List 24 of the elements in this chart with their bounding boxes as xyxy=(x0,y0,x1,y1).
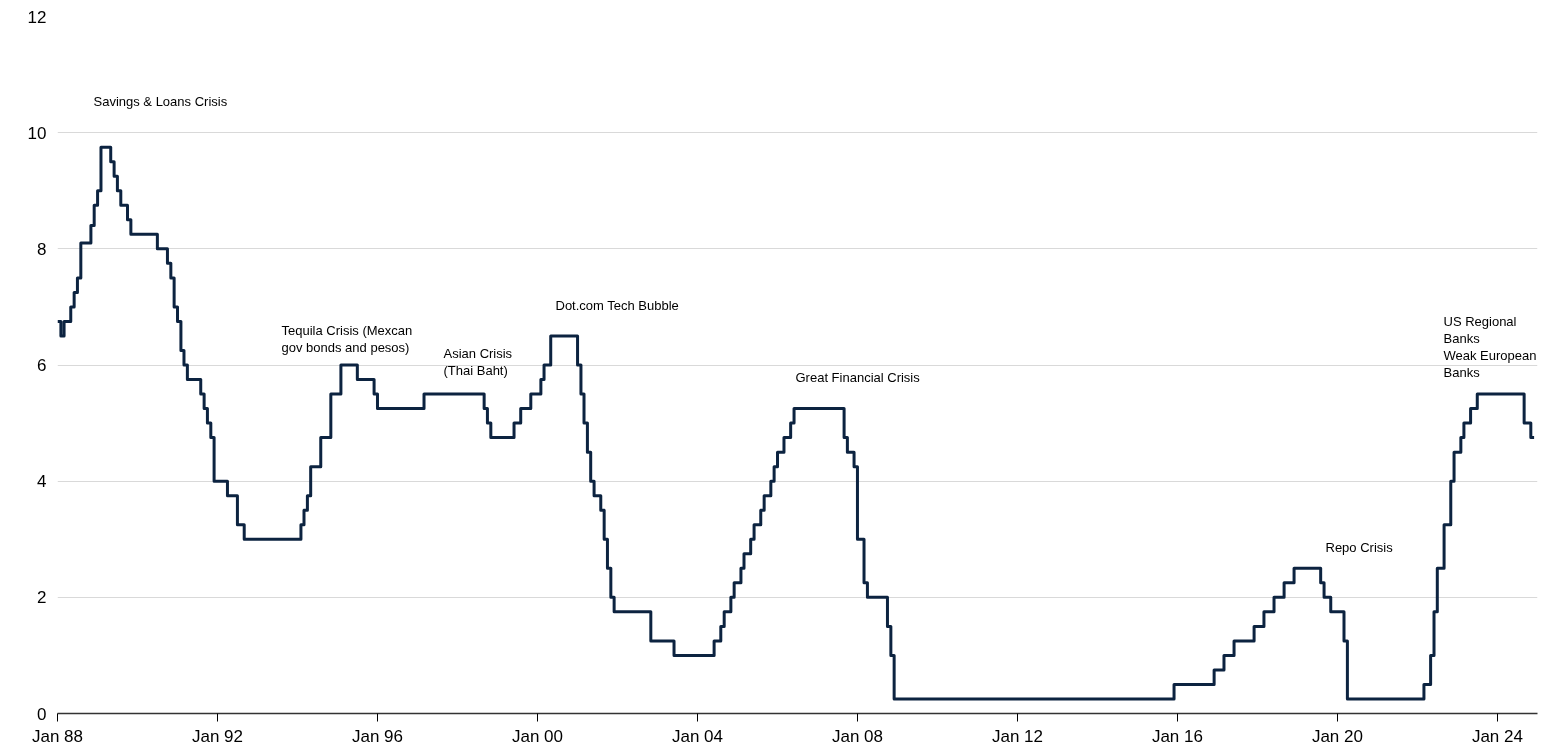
annotation: Savings & Loans Crisis xyxy=(93,93,228,109)
x-tick-label: Jan 92 xyxy=(191,726,244,746)
y-tick-label: 10 xyxy=(27,123,47,143)
annotation: Asian Crisis (Thai Baht) xyxy=(443,345,513,378)
y-tick-label: 2 xyxy=(37,588,47,608)
x-tick-label: Jan 16 xyxy=(1151,726,1203,746)
x-tick-label: Jan 12 xyxy=(991,726,1043,746)
annotation: Great Financial Crisis xyxy=(795,369,921,385)
annotation: Dot.com Tech Bubble xyxy=(555,297,679,313)
x-tick-label: Jan 08 xyxy=(831,726,883,746)
y-tick-label: 8 xyxy=(37,239,47,259)
x-tick-label: Jan 04 xyxy=(671,726,723,746)
x-tick-label: Jan 24 xyxy=(1471,726,1523,746)
y-tick-label: 12 xyxy=(27,7,47,27)
y-tick-label: 0 xyxy=(37,704,47,724)
y-tick-label: 4 xyxy=(37,472,47,492)
annotation: US Regional Banks Weak European Banks xyxy=(1443,313,1537,381)
x-tick-label: Jan 00 xyxy=(511,726,563,746)
x-tick-label: Jan 96 xyxy=(351,726,404,746)
x-tick-label: Jan 20 xyxy=(1311,726,1363,746)
y-tick-label: 6 xyxy=(37,356,47,375)
annotation: Repo Crisis xyxy=(1325,539,1394,555)
x-tick-label: Jan 88 xyxy=(31,726,84,746)
annotation: Tequila Crisis (Mexcan gov bonds and pesos) xyxy=(281,322,413,355)
